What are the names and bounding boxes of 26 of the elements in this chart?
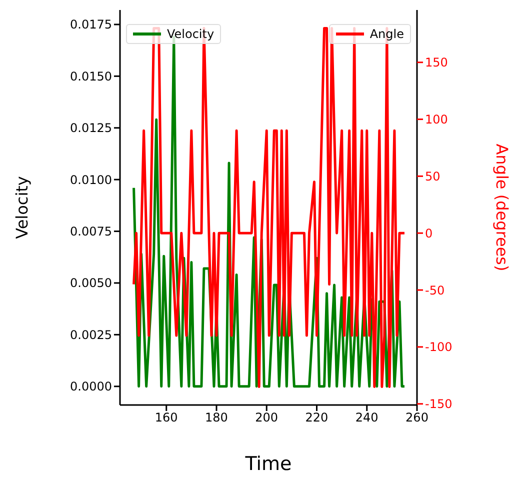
x-tick-label: 160 — [154, 410, 178, 425]
y-tick-label: 0.0075 — [70, 224, 112, 239]
x-tick-label: 200 — [255, 410, 278, 425]
x-tick-label: 260 — [406, 410, 428, 425]
y-tick-label: 0.0175 — [70, 18, 112, 32]
y2-tick-label: 50 — [425, 169, 440, 184]
x-axis-title: Time — [244, 453, 292, 475]
legend-label: Velocity — [167, 27, 214, 41]
y2-tick-label: 0 — [425, 226, 433, 240]
legend-label: Angle — [370, 27, 404, 41]
x-tick-label: 220 — [305, 410, 328, 425]
y2-tick-label: 150 — [425, 56, 448, 70]
y-tick-label: 0.0000 — [70, 380, 112, 394]
y2-tick-label: 100 — [425, 112, 448, 127]
y2-axis-title: Angle (degrees) — [492, 144, 512, 272]
y-axis-title: Velocity — [12, 176, 32, 239]
y2-tick-label: -150 — [425, 397, 452, 412]
y2-tick-label: -100 — [425, 340, 452, 354]
y-tick-label: 0.0150 — [70, 69, 112, 84]
x-tick-label: 240 — [355, 410, 378, 425]
y-tick-label: 0.0025 — [70, 328, 112, 342]
y-tick-label: 0.0125 — [70, 121, 112, 136]
y2-tick-label: -50 — [425, 283, 445, 298]
x-tick-label: 180 — [205, 410, 228, 425]
y-tick-label: 0.0050 — [70, 276, 112, 290]
y-tick-label: 0.0100 — [70, 172, 112, 187]
